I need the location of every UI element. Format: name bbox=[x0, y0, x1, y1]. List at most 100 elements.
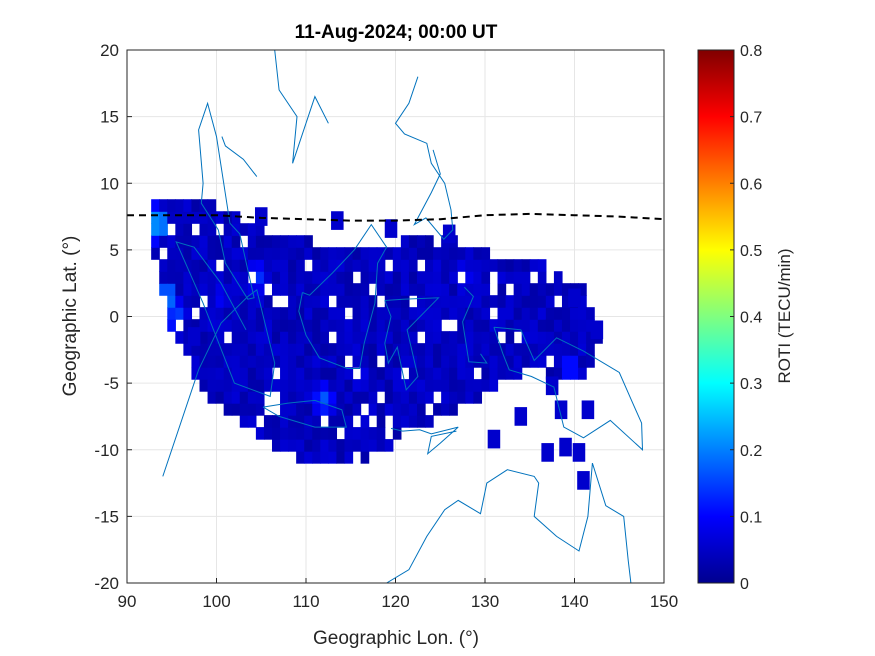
roti-cell bbox=[360, 379, 370, 392]
roti-cell bbox=[489, 367, 499, 380]
roti-cell bbox=[304, 439, 313, 452]
roti-cell bbox=[352, 259, 362, 272]
roti-cell bbox=[255, 367, 265, 380]
roti-cell bbox=[280, 235, 289, 248]
roti-cell bbox=[360, 259, 370, 272]
roti-cell bbox=[304, 319, 313, 332]
roti-cell bbox=[465, 319, 474, 332]
roti-cell bbox=[457, 355, 466, 368]
roti-cell bbox=[199, 307, 209, 320]
roti-cell bbox=[441, 403, 450, 416]
roti-cell bbox=[320, 295, 329, 308]
roti-cell bbox=[183, 319, 193, 332]
roti-cell bbox=[159, 223, 168, 236]
roti-cell bbox=[247, 343, 257, 356]
roti-cell bbox=[288, 391, 297, 404]
roti-cell bbox=[433, 259, 442, 272]
roti-cell bbox=[336, 451, 346, 464]
roti-cell bbox=[223, 343, 233, 356]
roti-cell bbox=[384, 271, 394, 284]
roti-cell bbox=[231, 307, 241, 320]
roti-cell bbox=[288, 319, 297, 332]
roti-cell bbox=[384, 379, 394, 392]
y-tick-label: -15 bbox=[94, 507, 119, 526]
roti-cell bbox=[384, 247, 394, 260]
roti-cell bbox=[320, 403, 329, 416]
roti-cell bbox=[263, 415, 273, 428]
roti-cell bbox=[296, 259, 305, 272]
roti-cell bbox=[304, 355, 313, 368]
roti-cell bbox=[441, 343, 450, 356]
roti-cell bbox=[288, 415, 297, 428]
roti-cell bbox=[368, 247, 378, 260]
roti-cell bbox=[207, 331, 217, 344]
roti-cell bbox=[151, 211, 160, 224]
roti-cell bbox=[167, 235, 176, 248]
roti-cell bbox=[433, 403, 442, 416]
roti-cell bbox=[352, 391, 362, 404]
roti-cell bbox=[247, 331, 257, 344]
roti-cell bbox=[465, 247, 474, 260]
roti-cell bbox=[553, 319, 563, 332]
roti-cell bbox=[400, 403, 410, 416]
roti-cell bbox=[578, 307, 587, 320]
roti-cell bbox=[400, 331, 410, 344]
roti-cell bbox=[296, 271, 305, 284]
roti-cell bbox=[553, 283, 563, 296]
roti-cell bbox=[231, 343, 241, 356]
roti-cell bbox=[360, 391, 370, 404]
roti-cell bbox=[505, 355, 515, 368]
roti-cell bbox=[239, 355, 249, 368]
roti-cell bbox=[223, 355, 233, 368]
roti-cell bbox=[280, 307, 289, 320]
roti-cell bbox=[191, 199, 201, 212]
roti-cell bbox=[207, 199, 217, 212]
roti-cell bbox=[384, 439, 394, 452]
roti-cell bbox=[336, 415, 346, 428]
colorbar-tick-label: 0.3 bbox=[740, 376, 762, 393]
roti-cell bbox=[320, 283, 329, 296]
roti-cell bbox=[231, 235, 241, 248]
roti-cell bbox=[207, 379, 217, 392]
roti-cell bbox=[392, 343, 402, 356]
roti-cell bbox=[529, 295, 539, 308]
colorbar-tick-label: 0 bbox=[740, 576, 749, 593]
roti-cell bbox=[521, 319, 531, 332]
roti-cell bbox=[263, 379, 273, 392]
roti-cell bbox=[481, 367, 491, 380]
roti-cell bbox=[215, 355, 225, 368]
roti-cell bbox=[481, 307, 491, 320]
roti-cell bbox=[344, 391, 354, 404]
roti-cell bbox=[288, 343, 297, 356]
roti-cell bbox=[328, 319, 338, 332]
roti-cell bbox=[360, 319, 370, 332]
roti-cell bbox=[175, 331, 184, 344]
roti-cell bbox=[336, 247, 346, 260]
roti-cell bbox=[191, 259, 201, 272]
roti-cell bbox=[247, 223, 257, 236]
roti-cell bbox=[167, 211, 176, 224]
roti-cell bbox=[175, 199, 184, 212]
roti-cell bbox=[304, 403, 313, 416]
roti-cell bbox=[191, 295, 201, 308]
roti-cell bbox=[167, 271, 176, 284]
roti-cell bbox=[344, 331, 354, 344]
roti-cell bbox=[231, 355, 241, 368]
roti-cell bbox=[175, 307, 184, 320]
roti-cell bbox=[433, 343, 442, 356]
roti-cell bbox=[271, 259, 281, 272]
roti-cell bbox=[304, 391, 313, 404]
roti-cell bbox=[247, 235, 257, 248]
roti-cell bbox=[207, 211, 217, 224]
roti-cell bbox=[288, 439, 297, 452]
roti-cell bbox=[175, 235, 184, 248]
y-tick-label: 0 bbox=[110, 308, 119, 327]
colorbar bbox=[697, 49, 735, 584]
roti-cell bbox=[223, 295, 233, 308]
roti-cell bbox=[336, 319, 346, 332]
roti-cell bbox=[263, 355, 273, 368]
roti-cell bbox=[497, 271, 507, 284]
roti-cell bbox=[255, 259, 265, 272]
roti-cell bbox=[239, 379, 249, 392]
roti-cell bbox=[223, 379, 233, 392]
